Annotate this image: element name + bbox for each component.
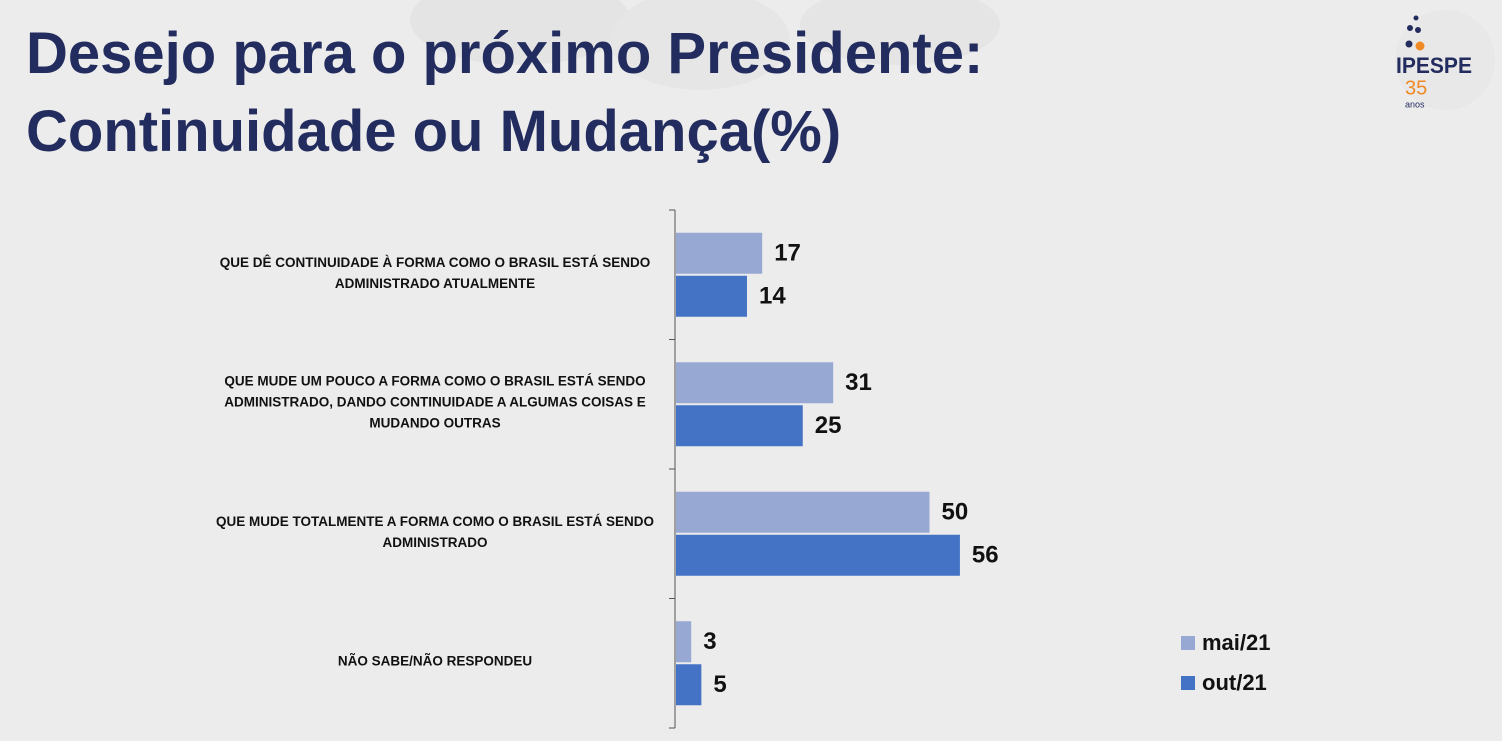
legend-swatch	[1181, 636, 1195, 650]
value-label: 14	[759, 283, 786, 310]
category-label: QUE MUDE TOTALMENTE A FORMA COMO O BRASI…	[215, 513, 654, 550]
value-label: 17	[774, 240, 801, 267]
bar	[676, 491, 930, 533]
value-label: 56	[972, 542, 999, 569]
value-label: 31	[845, 369, 872, 396]
chart-title: Desejo para o próximo Presidente:	[26, 21, 984, 86]
decor	[800, 0, 1000, 65]
logo-dot	[1405, 40, 1413, 48]
value-label: 5	[713, 671, 726, 698]
logo-dot	[1415, 41, 1425, 51]
bar	[676, 621, 692, 663]
logo-number: 35	[1405, 77, 1427, 99]
logo-dot	[1415, 27, 1421, 33]
value-label: 3	[703, 628, 716, 655]
bar	[676, 232, 763, 274]
value-label: 25	[815, 412, 842, 439]
bar	[676, 534, 960, 576]
logo-dot	[1413, 15, 1419, 21]
logo-globe	[1395, 10, 1495, 110]
decor	[410, 0, 630, 65]
category-label: QUE MUDE UM POUCO A FORMA COMO O BRASIL …	[224, 373, 646, 431]
bar	[676, 362, 834, 404]
legend-swatch	[1181, 676, 1195, 690]
logo-dot	[1407, 25, 1413, 31]
logo-name: IPESPE	[1396, 53, 1472, 78]
bar	[676, 664, 702, 706]
bar	[676, 405, 803, 447]
chart-title: Continuidade ou Mudança(%)	[26, 99, 842, 164]
category-label: NÃO SABE/NÃO RESPONDEU	[337, 653, 533, 669]
category-label: QUE DÊ CONTINUIDADE À FORMA COMO O BRASI…	[219, 254, 651, 291]
bar	[676, 275, 747, 317]
value-label: 50	[942, 499, 969, 526]
legend-label: out/21	[1202, 670, 1267, 695]
legend-label: mai/21	[1202, 630, 1271, 655]
logo-caption: anos	[1405, 99, 1425, 109]
decor	[610, 0, 790, 90]
